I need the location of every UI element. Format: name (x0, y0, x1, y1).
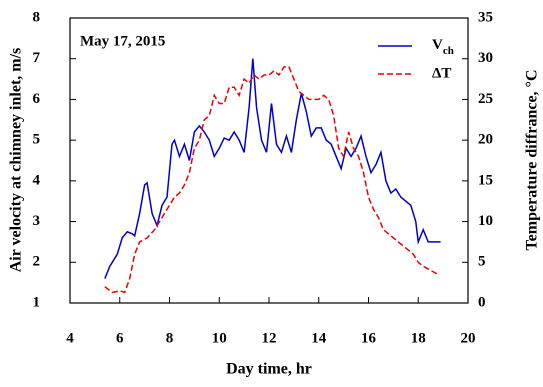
x-tick-label: 16 (361, 330, 377, 346)
x-tick-label: 20 (461, 330, 476, 346)
x-tick-label: 4 (66, 330, 74, 346)
y2-tick-label: 35 (478, 9, 493, 25)
x-tick-label: 8 (166, 330, 174, 346)
y2-tick-label: 20 (478, 132, 493, 148)
y2-tick-label: 25 (478, 91, 493, 107)
legend-label: Vch (432, 37, 454, 56)
y-tick-label: 3 (33, 213, 41, 229)
y2-tick-label: 30 (478, 50, 493, 66)
y2-tick-label: 0 (478, 294, 486, 310)
plot-frame (69, 17, 469, 304)
legend-label: ΔT (432, 65, 451, 81)
series-line (104, 58, 441, 279)
annotation: May 17, 2015 (80, 33, 165, 49)
y-tick-label: 1 (33, 294, 41, 310)
series-line (104, 66, 439, 294)
x-axis-label: Day time, hr (226, 361, 312, 378)
y2-tick-label: 5 (478, 254, 486, 270)
y2-tick-label: 15 (478, 172, 493, 188)
y-tick-label: 6 (33, 91, 41, 107)
y2-axis-label: Temperature diffrance, °C (524, 69, 541, 250)
x-tick-label: 14 (311, 330, 327, 346)
x-tick-label: 18 (411, 330, 426, 346)
x-tick-label: 12 (262, 330, 277, 346)
y-tick-label: 5 (33, 132, 41, 148)
x-tick-label: 6 (116, 330, 124, 346)
y2-tick-label: 10 (478, 213, 493, 229)
y-tick-label: 7 (33, 50, 41, 66)
y-tick-label: 8 (33, 9, 41, 25)
y-axis-label: Air velocity at chimney inlet, m/s (8, 48, 25, 273)
y-tick-label: 4 (33, 172, 41, 188)
x-tick-label: 10 (212, 330, 227, 346)
y-tick-label: 2 (33, 254, 41, 270)
